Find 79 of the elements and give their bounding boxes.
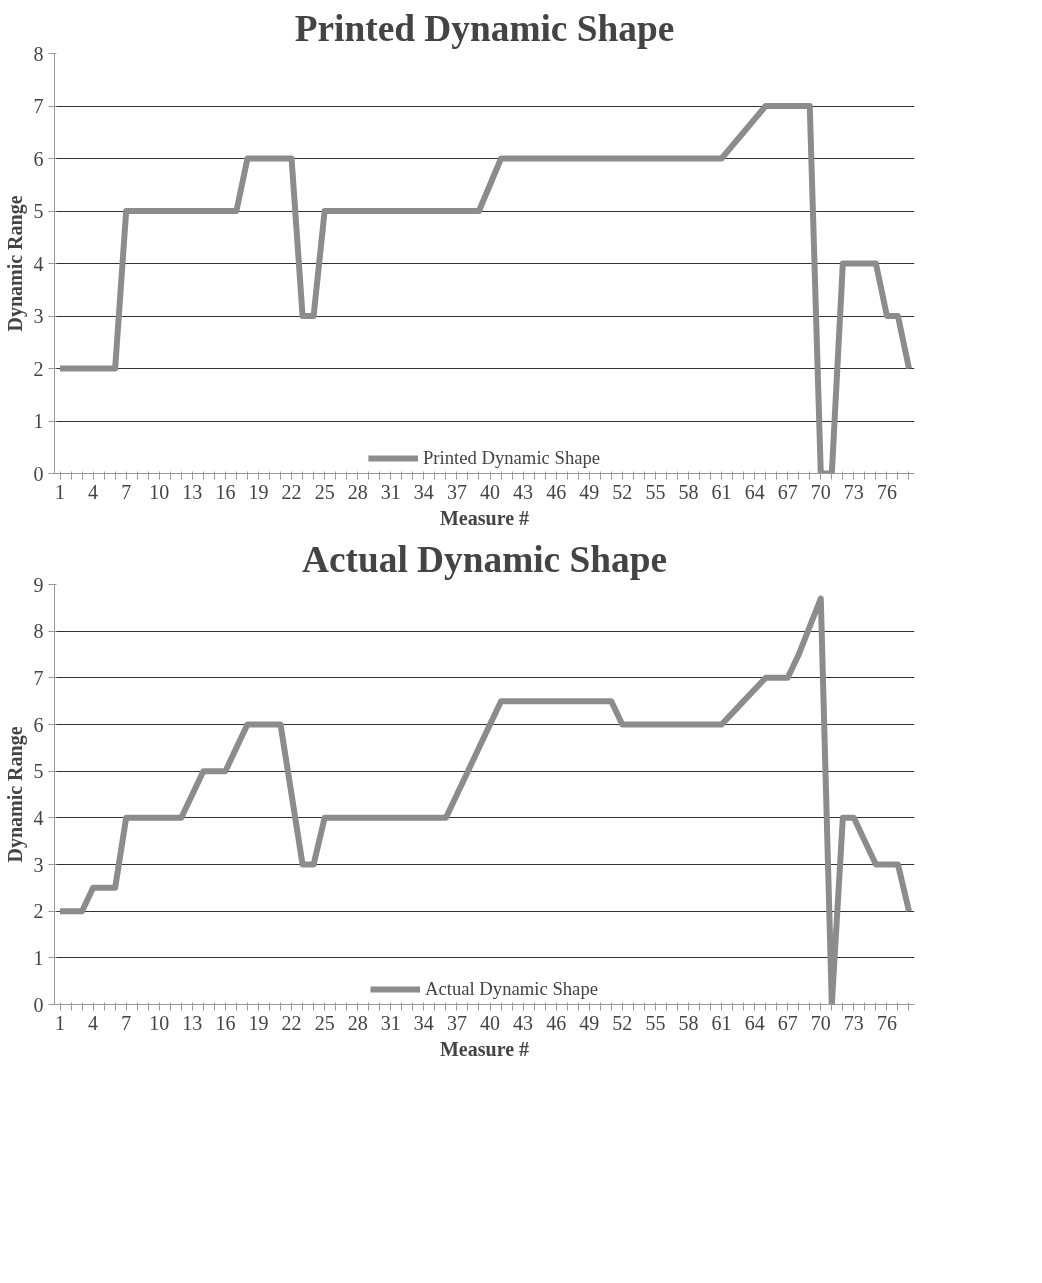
x-tick-label: 10	[149, 480, 170, 503]
x-tick-label: 37	[446, 480, 467, 503]
x-tick-label: 13	[182, 480, 203, 503]
x-tick-label: 7	[121, 480, 132, 503]
x-tick-label: 61	[711, 480, 732, 503]
x-tick-label: 46	[546, 1011, 567, 1034]
y-tick-label: 2	[33, 357, 44, 380]
x-tick-label: 28	[347, 480, 368, 503]
x-tick-label: 64	[744, 480, 765, 503]
y-tick-label: 8	[33, 620, 44, 643]
x-axis-title: Measure #	[439, 506, 530, 529]
x-tick-label: 40	[480, 480, 501, 503]
y-tick-label: 7	[33, 666, 44, 689]
y-tick-label: 0	[33, 462, 44, 485]
x-tick-label: 55	[645, 480, 666, 503]
x-tick-label: 31	[380, 1011, 401, 1034]
x-tick-label: 16	[215, 480, 236, 503]
y-tick-label: 7	[33, 95, 44, 117]
x-tick-label: 19	[248, 1011, 269, 1034]
y-tick-label: 9	[33, 573, 44, 596]
y-tick-label: 2	[33, 900, 44, 923]
y-tick-label: 6	[33, 713, 44, 736]
y-axis-title: Dynamic Range	[3, 726, 27, 863]
x-tick-label: 10	[149, 1011, 170, 1034]
x-tick-label: 1	[55, 1011, 66, 1034]
x-tick-label: 52	[612, 480, 633, 503]
y-tick-label: 5	[33, 760, 44, 783]
x-tick-label: 1	[55, 480, 66, 503]
x-tick-label: 46	[546, 480, 567, 503]
x-tick-label: 49	[579, 1011, 600, 1034]
x-tick-label: 4	[88, 480, 99, 503]
y-tick-label: 8	[33, 42, 44, 65]
x-tick-label: 34	[413, 1011, 434, 1034]
x-tick-label: 34	[413, 480, 434, 503]
x-tick-label: 64	[744, 1011, 765, 1034]
x-tick-label: 16	[215, 1011, 236, 1034]
x-tick-label: 55	[645, 1011, 666, 1034]
y-tick-label: 6	[33, 147, 44, 170]
x-tick-label: 49	[579, 480, 600, 503]
x-tick-label: 28	[347, 1011, 368, 1034]
y-tick-label: 3	[33, 853, 44, 876]
x-tick-label: 58	[678, 1011, 699, 1034]
x-tick-label: 76	[876, 1011, 897, 1034]
y-tick-label: 1	[33, 946, 44, 969]
x-tick-label: 70	[810, 480, 831, 503]
x-tick-label: 70	[810, 1011, 831, 1034]
x-tick-label: 76	[876, 480, 897, 503]
x-tick-label: 13	[182, 1011, 203, 1034]
x-tick-label: 22	[281, 1011, 302, 1034]
x-tick-label: 40	[480, 1011, 501, 1034]
legend-label: Actual Dynamic Shape	[424, 978, 599, 1000]
x-tick-label: 73	[843, 480, 864, 503]
x-tick-label: 31	[380, 480, 401, 503]
x-tick-label: 25	[314, 480, 335, 503]
x-tick-label: 67	[777, 1011, 798, 1034]
x-tick-label: 37	[446, 1011, 467, 1034]
x-tick-label: 61	[711, 1011, 732, 1034]
x-axis-title: Measure #	[439, 1037, 530, 1060]
x-tick-label: 19	[248, 480, 269, 503]
chart-title: Actual Dynamic Shape	[302, 538, 668, 580]
x-tick-label: 22	[281, 480, 302, 503]
y-tick-label: 4	[33, 806, 44, 829]
x-tick-label: 52	[612, 1011, 633, 1034]
chart-title: Printed Dynamic Shape	[294, 7, 675, 49]
x-tick-label: 67	[777, 480, 798, 503]
x-tick-label: 43	[513, 480, 534, 503]
x-tick-label: 7	[121, 1011, 132, 1034]
y-tick-label: 4	[33, 252, 44, 275]
y-tick-label: 5	[33, 200, 44, 222]
y-tick-label: 3	[33, 305, 44, 327]
x-tick-label: 58	[678, 480, 699, 503]
y-tick-label: 0	[33, 993, 44, 1016]
legend-label: Printed Dynamic Shape	[422, 447, 601, 469]
x-tick-label: 73	[843, 1011, 864, 1034]
x-tick-label: 25	[314, 1011, 335, 1034]
y-tick-label: 1	[33, 410, 44, 432]
x-tick-label: 4	[88, 1011, 99, 1034]
y-axis-title: Dynamic Range	[3, 195, 27, 332]
x-tick-label: 43	[513, 1011, 534, 1034]
